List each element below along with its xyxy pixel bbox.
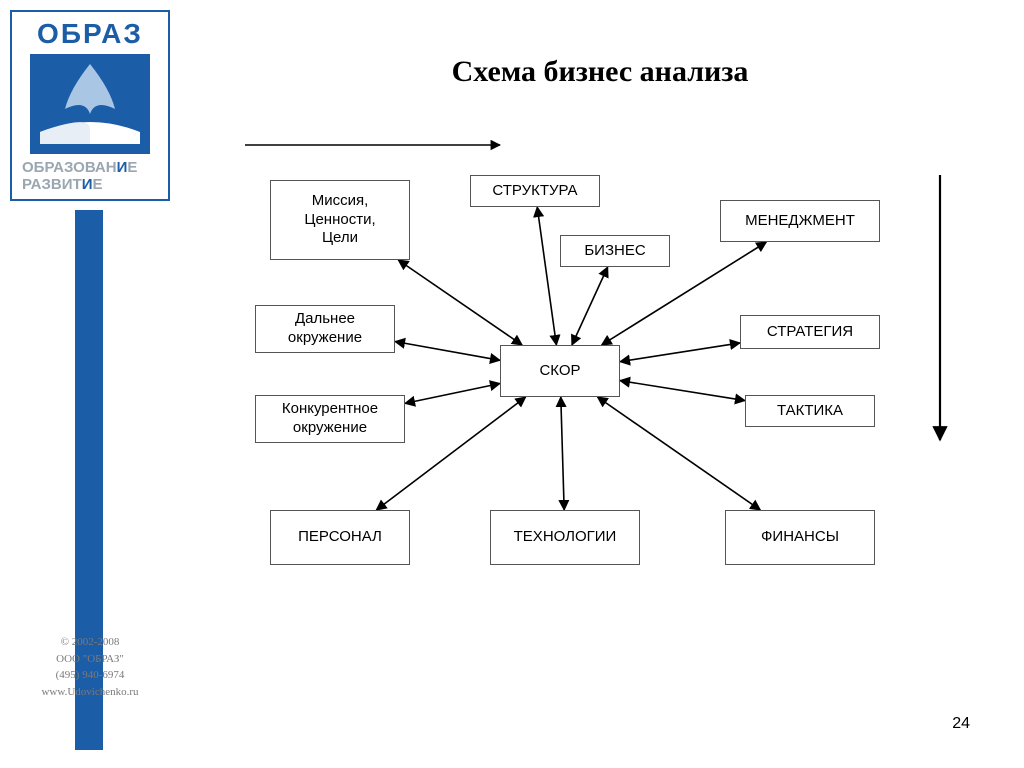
logo-subtitle: ОБРАЗОВАНИЕ РАЗВИТИЕ <box>18 160 162 193</box>
diagram-canvas: Миссия,Ценности,Цели СТРУКТУРА БИЗНЕС МЕНЕД… <box>200 120 980 620</box>
node-personnel: ПЕРСОНАЛ <box>270 510 410 565</box>
logo-icon <box>30 54 150 154</box>
node-technology: ТЕХНОЛОГИИ <box>490 510 640 565</box>
node-business: БИЗНЕС <box>560 235 670 267</box>
node-structure: СТРУКТУРА <box>470 175 600 207</box>
node-mission: Миссия,Ценности,Цели <box>270 180 410 260</box>
page-title: Схема бизнес анализа <box>200 55 1000 89</box>
node-finance: ФИНАНСЫ <box>725 510 875 565</box>
footer-url: www.Udovichenko.ru <box>10 684 170 701</box>
node-comp_env: Конкурентноеокружение <box>255 395 405 443</box>
footer-company: ООО "ОБРАЗ" <box>10 651 170 668</box>
page-number: 24 <box>952 715 970 733</box>
logo-word: ОБРАЗ <box>18 18 162 50</box>
node-skor: СКОР <box>500 345 620 397</box>
node-far_env: Дальнееокружение <box>255 305 395 353</box>
footer-copyright: © 2002-2008 <box>10 634 170 651</box>
sidebar: ОБРАЗ ОБРАЗОВАНИЕ РАЗВИТИЕ © 2002-2008 О… <box>10 10 170 710</box>
node-strategy: СТРАТЕГИЯ <box>740 315 880 349</box>
main: Схема бизнес анализа Миссия,Ценности,Цел… <box>200 0 1000 768</box>
footer-phone: (495) 940-6974 <box>10 667 170 684</box>
node-tactics: ТАКТИКА <box>745 395 875 427</box>
logo-box: ОБРАЗ ОБРАЗОВАНИЕ РАЗВИТИЕ <box>10 10 170 201</box>
footer-text: © 2002-2008 ООО "ОБРАЗ" (495) 940-6974 w… <box>10 634 170 700</box>
node-management: МЕНЕДЖМЕНТ <box>720 200 880 242</box>
